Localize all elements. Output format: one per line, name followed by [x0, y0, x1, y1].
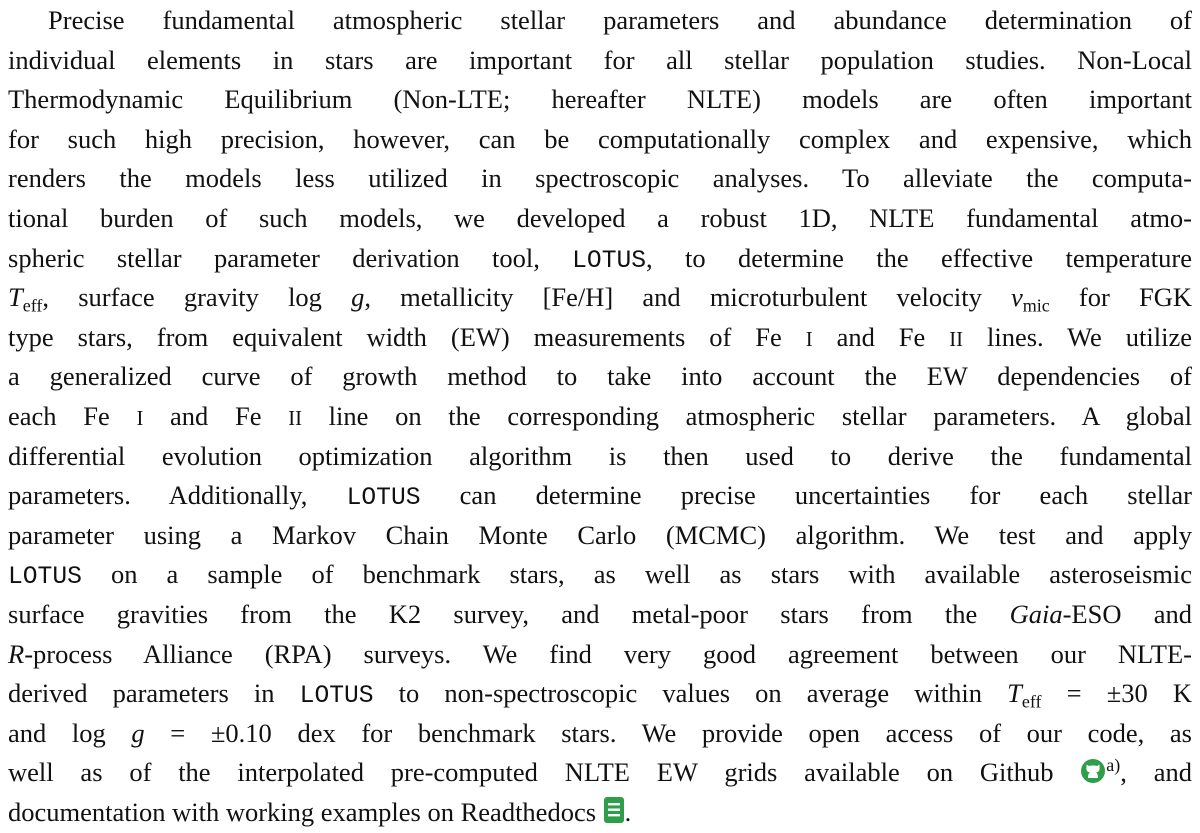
text-run: derived parameters in [8, 678, 300, 709]
text-run: -process Alliance (RPA) surveys. We find… [24, 638, 1192, 669]
text-line: R-process Alliance (RPA) surveys. We fin… [8, 635, 1192, 675]
text-run-i: Gaia [1009, 598, 1063, 629]
text-run: well as of the interpolated pre-computed… [8, 757, 1081, 788]
abstract: Precise fundamental atmospheric stellar … [8, 1, 1192, 832]
text-run-sc: I [805, 328, 813, 351]
text-run-i: T [8, 282, 23, 313]
text-run-i: v [1010, 282, 1023, 313]
text-line: spheric stellar parameter derivation too… [8, 239, 1192, 279]
text-line: documentation with working examples on R… [8, 793, 1192, 833]
text-line: tional burden of such models, we develop… [8, 199, 1192, 239]
text-run: tional burden of such models, we develop… [8, 202, 1192, 233]
text-run-m: LOTUS [572, 246, 647, 275]
text-line: parameters. Additionally, LOTUS can dete… [8, 476, 1192, 516]
github-icon[interactable] [1080, 758, 1106, 784]
text-run: and log [8, 717, 132, 748]
text-run: and Fe [143, 400, 289, 431]
text-line: renders the models less utilized in spec… [8, 159, 1192, 199]
text-run-i: T [1007, 678, 1022, 709]
text-run-sub: eff [22, 295, 43, 316]
text-run: Thermodynamic Equilibrium (Non-LTE; here… [8, 84, 1192, 115]
text-line: surface gravities from the K2 survey, an… [8, 595, 1192, 635]
text-line: parameter using a Markov Chain Monte Car… [8, 516, 1192, 556]
text-run: to non-spectroscopic values on average w… [373, 678, 1008, 709]
text-run-sc: II [288, 407, 302, 430]
text-line: for such high precision, however, can be… [8, 120, 1192, 160]
text-run: on a sample of benchmark stars, as well … [81, 559, 1192, 590]
text-run-sub: eff [1021, 691, 1042, 712]
text-run: = ±0.10 dex for benchmark stars. We prov… [144, 717, 1192, 748]
text-run: for FGK [1049, 282, 1192, 313]
text-run: renders the models less utilized in spec… [8, 163, 1192, 194]
text-line: and log g = ±0.10 dex for benchmark star… [8, 714, 1192, 754]
text-run: , and [1120, 757, 1192, 788]
text-run: line on the corresponding atmospheric st… [301, 400, 1193, 431]
text-line: Precise fundamental atmospheric stellar … [8, 1, 1192, 41]
text-run: -ESO and [1062, 598, 1193, 629]
text-run-sub: mic [1022, 295, 1050, 316]
text-run: spheric stellar parameter derivation too… [8, 242, 573, 273]
text-line: Teff, surface gravity log g, metallicity… [8, 278, 1192, 318]
text-line: LOTUS on a sample of benchmark stars, as… [8, 555, 1192, 595]
text-line: Thermodynamic Equilibrium (Non-LTE; here… [8, 80, 1192, 120]
text-run: Precise fundamental atmospheric stellar … [48, 5, 1192, 35]
text-line: type stars, from equivalent width (EW) m… [8, 318, 1192, 358]
text-run: lines. We utilize [963, 321, 1193, 352]
text-run: . [624, 796, 632, 827]
text-run: differential evolution optimization algo… [8, 440, 1192, 471]
text-run-sc: I [136, 407, 144, 430]
text-run: a generalized curve of growth method to … [8, 361, 1192, 392]
text-line: a generalized curve of growth method to … [8, 357, 1192, 397]
text-run: each Fe [8, 400, 137, 431]
text-run: documentation with working examples on R… [8, 796, 603, 827]
text-run-m: LOTUS [346, 484, 421, 513]
text-line: each Fe I and Fe II line on the correspo… [8, 397, 1192, 437]
text-run-sc: II [949, 328, 964, 351]
text-run: , to determine the effective temperature [646, 242, 1192, 273]
text-run-i: g [131, 717, 145, 748]
text-run-m: LOTUS [8, 563, 82, 592]
text-line: individual elements in stars are importa… [8, 41, 1192, 81]
text-run-sup: a) [1106, 755, 1121, 776]
text-run-m: LOTUS [299, 682, 374, 711]
text-run-i: R [8, 638, 25, 669]
text-run: and Fe [812, 321, 950, 352]
text-line: derived parameters in LOTUS to non-spect… [8, 674, 1192, 714]
text-run-i: g [351, 282, 365, 313]
text-run: type stars, from equivalent width (EW) m… [8, 321, 806, 352]
text-run: can determine precise uncertainties for … [420, 480, 1193, 511]
text-run: surface gravities from the K2 survey, an… [8, 598, 1010, 629]
text-run: individual elements in stars are importa… [8, 44, 1192, 75]
text-run: , surface gravity log [42, 282, 352, 313]
text-line: well as of the interpolated pre-computed… [8, 753, 1192, 793]
readthedocs-icon[interactable] [603, 796, 625, 824]
text-run: , metallicity [Fe/H] and microturbulent … [364, 282, 1011, 313]
text-run: parameter using a Markov Chain Monte Car… [8, 519, 1192, 550]
text-run: = ±30 K [1041, 678, 1192, 709]
text-run: parameters. Additionally, [8, 480, 347, 511]
text-run: for such high precision, however, can be… [8, 123, 1192, 154]
text-line: differential evolution optimization algo… [8, 437, 1192, 477]
